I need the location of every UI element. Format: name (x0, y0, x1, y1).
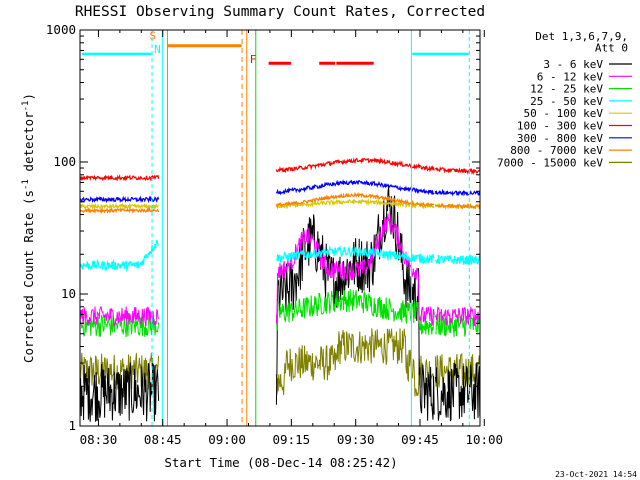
series-line-25-50 (434, 254, 481, 266)
series-line-100-300 (434, 165, 481, 176)
timestamp: 23-Oct-2021 14:54 (555, 470, 637, 479)
x-tick-label: 08:45 (144, 432, 182, 447)
x-tick-label: 09:45 (401, 432, 439, 447)
legend-header-line: Det 1,3,6,7,9, (535, 30, 628, 43)
legend-label: 3 - 6 keV (543, 58, 603, 71)
legend-header-line: Att 0 (595, 42, 628, 55)
series-line-25-50 (79, 239, 160, 273)
x-axis-label: Start Time (08-Dec-14 08:25:42) (164, 455, 397, 470)
axis-layer: 08:30 08:45 09:00 09:15 09:30 09:45 10:00 1 10 10… (46, 22, 503, 447)
series-line-6-12 (79, 306, 160, 327)
series-line-12-25 (275, 288, 435, 335)
flag-label-s: S (149, 29, 156, 42)
series-line-800-7000 (79, 206, 160, 215)
flag-label-n: N (154, 43, 161, 56)
series-line-300-800 (79, 195, 160, 204)
series-line-50-100 (79, 202, 159, 211)
legend-label: 25 - 50 keV (530, 95, 603, 108)
marker-layer: SN F (82, 29, 470, 426)
series-line-25-50 (276, 245, 435, 265)
series-line-100-300 (275, 156, 435, 174)
series-line-3-6 (434, 362, 481, 422)
y-tick-label: 100 (53, 154, 76, 169)
x-tick-label: 09:30 (337, 432, 375, 447)
series-line-12-25 (79, 313, 160, 338)
plot-frame (79, 29, 481, 427)
legend-label: 50 - 100 keV (524, 107, 604, 120)
series-line-6-12 (434, 306, 481, 327)
x-tick-label: 09:00 (208, 432, 246, 447)
series-line-300-800 (275, 179, 435, 196)
x-tick-label: 08:30 (80, 432, 118, 447)
series-line-3-6 (79, 362, 160, 422)
series-line-300-800 (434, 188, 481, 197)
series-line-50-100 (275, 198, 435, 210)
series-line-100-300 (79, 173, 160, 182)
series-line-800-7000 (434, 202, 481, 210)
series-line-7000-15000 (275, 328, 435, 397)
series-line-6-12 (275, 213, 435, 326)
flag-label-f: F (250, 53, 257, 66)
chart-title: RHESSI Observing Summary Count Rates, Co… (75, 4, 485, 20)
legend-label: 12 - 25 keV (530, 83, 603, 96)
legend-label: 300 - 800 keV (517, 132, 603, 145)
y-axis-label: Corrected Count Rate (s-1 detector-1) (21, 93, 36, 363)
y-tick-label: 1000 (46, 22, 76, 37)
legend-label: 800 - 7000 keV (510, 144, 603, 157)
series-line-800-7000 (275, 191, 435, 209)
legend-label: 100 - 300 keV (517, 120, 603, 133)
y-tick-label: 1 (68, 418, 76, 433)
y-tick-label: 10 (61, 286, 76, 301)
legend-label: 6 - 12 keV (537, 70, 604, 83)
series-layer (79, 156, 481, 422)
legend-label: 7000 - 15000 keV (497, 156, 603, 169)
x-tick-label: 10:00 (465, 432, 503, 447)
x-tick-label: 09:15 (273, 432, 311, 447)
